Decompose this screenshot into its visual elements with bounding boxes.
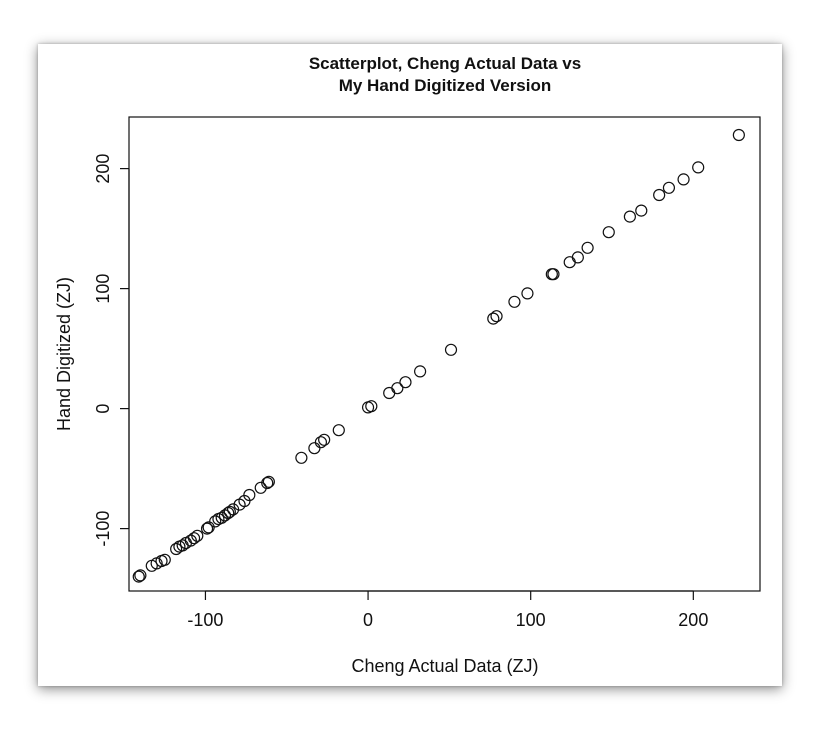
data-point xyxy=(391,382,404,395)
y-tick-label: 100 xyxy=(93,274,113,304)
chart-title-line-2: My Hand Digitized Version xyxy=(339,76,552,95)
data-point xyxy=(187,532,201,545)
data-points xyxy=(132,128,745,583)
chart-card: Scatterplot, Cheng Actual Data vs My Han… xyxy=(38,44,782,686)
x-axis: -100 0 100 200 xyxy=(187,590,708,630)
chart-title-line-1: Scatterplot, Cheng Actual Data vs xyxy=(309,54,581,73)
data-point xyxy=(295,451,308,464)
y-axis-label: Hand Digitized (ZJ) xyxy=(54,277,74,431)
x-tick-label: 200 xyxy=(678,610,708,630)
data-point xyxy=(191,529,204,542)
data-point xyxy=(200,522,214,535)
data-point xyxy=(209,515,222,528)
data-point xyxy=(158,553,171,566)
data-point xyxy=(254,481,267,494)
data-point xyxy=(223,505,236,518)
y-axis: -100 0 100 200 xyxy=(93,154,130,547)
data-point xyxy=(226,503,240,516)
data-point xyxy=(134,569,147,582)
data-point xyxy=(677,173,690,186)
data-point xyxy=(635,204,648,217)
data-point xyxy=(692,161,705,174)
y-tick-label: -100 xyxy=(93,511,113,547)
data-point xyxy=(399,376,412,389)
data-point xyxy=(662,181,676,194)
data-point xyxy=(132,570,145,583)
data-point xyxy=(414,365,427,378)
x-axis-label: Cheng Actual Data (ZJ) xyxy=(351,656,538,676)
data-point xyxy=(332,424,345,437)
data-point xyxy=(314,436,328,449)
data-point xyxy=(732,128,745,142)
data-point xyxy=(602,226,615,239)
data-point xyxy=(308,442,321,455)
x-tick-label: 100 xyxy=(516,610,546,630)
x-tick-label: 0 xyxy=(363,610,373,630)
data-point xyxy=(547,268,560,281)
data-point xyxy=(653,188,666,202)
data-point xyxy=(487,312,500,325)
scatter-chart: Scatterplot, Cheng Actual Data vs My Han… xyxy=(54,54,761,676)
data-point xyxy=(571,251,584,264)
data-point xyxy=(383,386,396,400)
data-point xyxy=(262,475,275,488)
data-point xyxy=(521,287,534,300)
data-point xyxy=(444,343,458,356)
data-point xyxy=(581,241,594,254)
data-point xyxy=(215,511,228,524)
data-point xyxy=(170,542,183,556)
data-point xyxy=(563,256,576,269)
data-point xyxy=(318,433,331,446)
data-point xyxy=(508,295,521,308)
y-tick-label: 0 xyxy=(93,404,113,414)
data-point xyxy=(490,310,503,323)
data-point xyxy=(184,534,197,547)
x-tick-label: -100 xyxy=(187,610,223,630)
data-point xyxy=(261,476,274,490)
y-tick-label: 200 xyxy=(93,154,113,184)
data-point xyxy=(243,488,256,502)
data-point xyxy=(365,400,378,413)
data-point xyxy=(623,210,636,223)
